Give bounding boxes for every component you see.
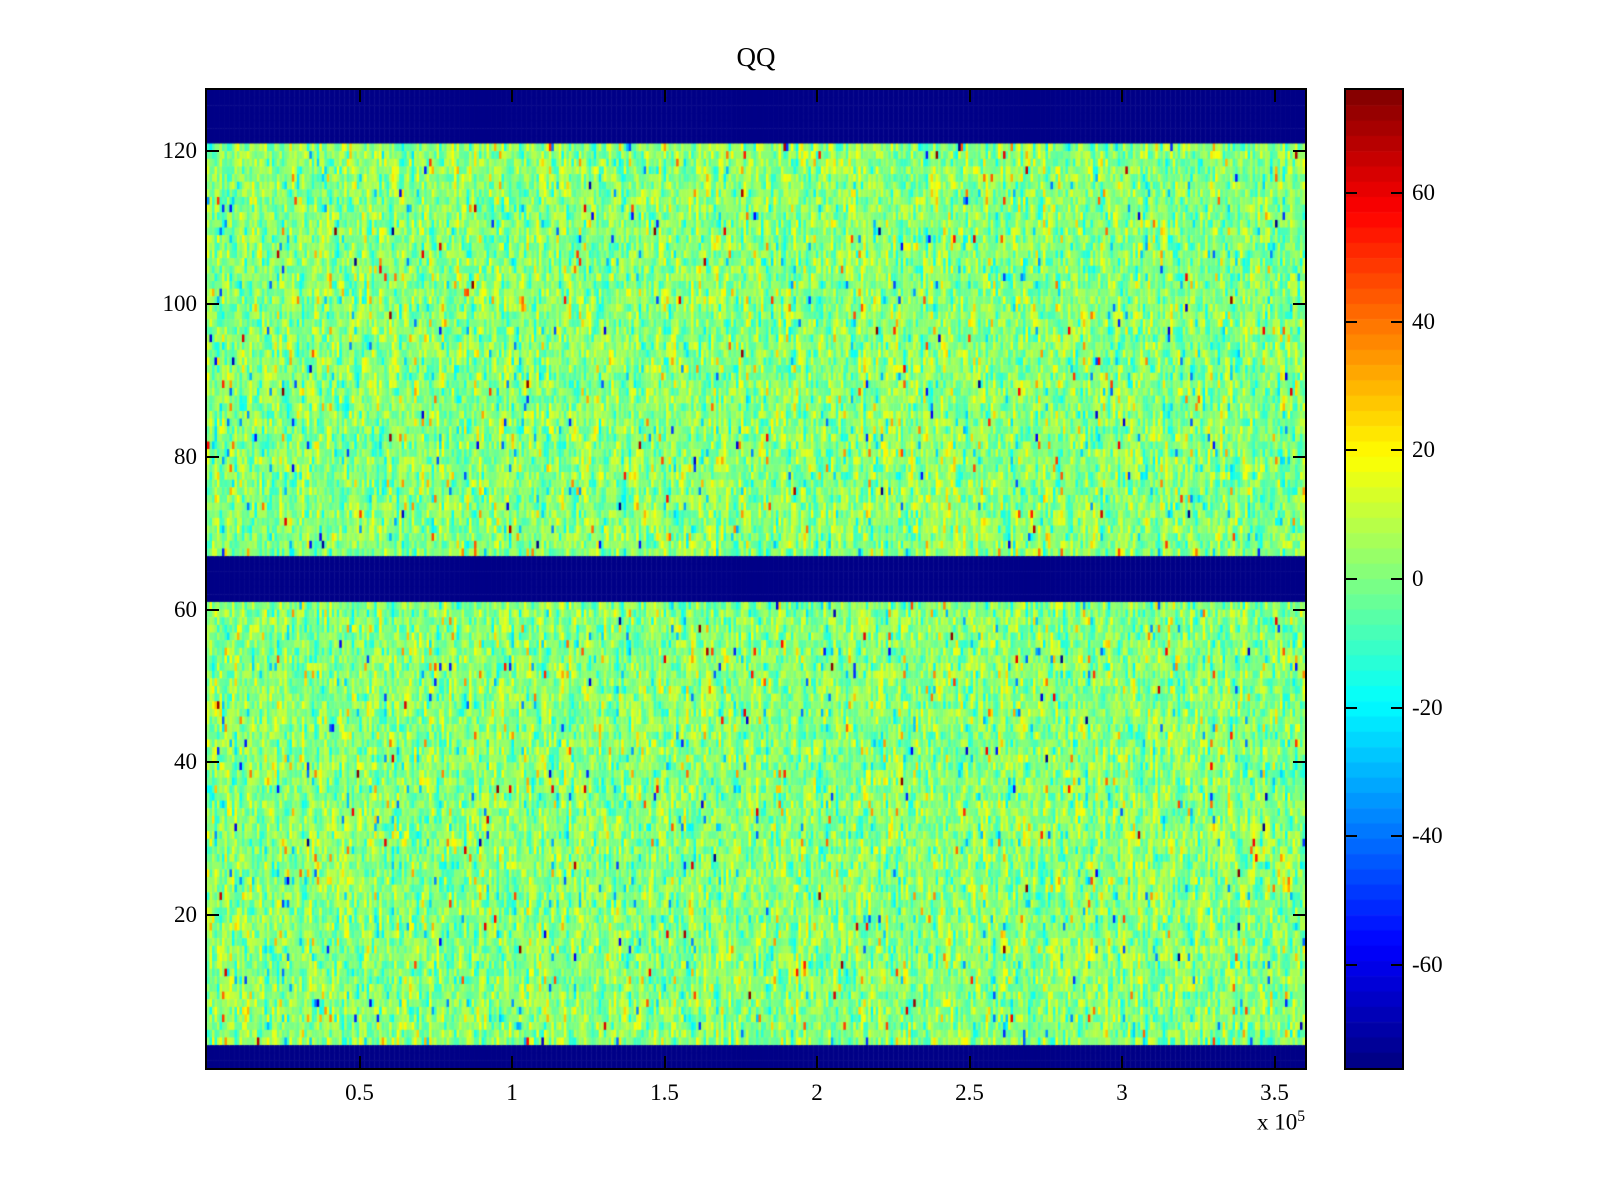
y-tick bbox=[207, 914, 219, 917]
colorbar-tick-mirror bbox=[1391, 191, 1402, 194]
y-tick-label: 40 bbox=[174, 749, 197, 775]
x-tick bbox=[358, 1056, 361, 1068]
y-tick bbox=[207, 608, 219, 611]
x-tick bbox=[663, 1056, 666, 1068]
x-tick-label: 1.5 bbox=[650, 1080, 679, 1105]
y-tick bbox=[207, 302, 219, 305]
colorbar-tick-label: 40 bbox=[1412, 308, 1435, 334]
exponent-value: 5 bbox=[1297, 1108, 1305, 1125]
y-tick-label: 80 bbox=[174, 443, 197, 469]
colorbar-tick bbox=[1346, 706, 1357, 709]
colorbar-tick bbox=[1346, 449, 1357, 452]
x-tick bbox=[1121, 1056, 1123, 1068]
x-tick-mirror bbox=[816, 90, 818, 102]
y-tick-mirror bbox=[1293, 761, 1305, 764]
y-tick-mirror bbox=[1293, 150, 1305, 153]
x-tick-mirror bbox=[358, 90, 361, 102]
plot-title: QQ bbox=[736, 42, 776, 72]
y-tick bbox=[207, 455, 219, 458]
colorbar-tick-label: -20 bbox=[1412, 694, 1443, 720]
x-tick-mirror bbox=[511, 90, 513, 102]
colorbar-tick bbox=[1346, 578, 1357, 580]
x-tick bbox=[968, 1056, 971, 1068]
x-tick-label: 0.5 bbox=[345, 1080, 374, 1105]
x-axis-exponent-label: x 105 bbox=[207, 1108, 1305, 1136]
colorbar-tick bbox=[1346, 191, 1357, 194]
y-tick-mirror bbox=[1293, 608, 1305, 611]
x-tick bbox=[1273, 1056, 1276, 1068]
y-tick bbox=[207, 150, 219, 153]
colorbar-tick-mirror bbox=[1391, 835, 1402, 838]
x-tick-label: 2 bbox=[811, 1080, 823, 1105]
colorbar-tick-label: -40 bbox=[1412, 823, 1443, 849]
x-tick-label: 3.5 bbox=[1260, 1080, 1289, 1105]
colorbar-tick-mirror bbox=[1391, 449, 1402, 452]
colorbar-tick-mirror bbox=[1391, 706, 1402, 709]
x-tick-mirror bbox=[1273, 90, 1276, 102]
y-tick-label: 60 bbox=[174, 596, 197, 622]
colorbar-tick bbox=[1346, 320, 1357, 323]
colorbar-tick-label: -60 bbox=[1412, 952, 1443, 978]
x-tick-mirror bbox=[663, 90, 666, 102]
colorbar-tick-mirror bbox=[1391, 320, 1402, 323]
colorbar-tick bbox=[1346, 964, 1357, 967]
y-tick-label: 20 bbox=[174, 902, 197, 928]
x-tick-mirror bbox=[968, 90, 971, 102]
colorbar-tick-mirror bbox=[1391, 964, 1402, 967]
x-tick-mirror bbox=[1121, 90, 1123, 102]
exponent-prefix: x 10 bbox=[1256, 1109, 1298, 1135]
y-tick-mirror bbox=[1293, 455, 1305, 458]
x-tick-label: 1 bbox=[506, 1080, 518, 1105]
y-tick-label: 120 bbox=[162, 138, 198, 164]
colorbar-tick bbox=[1346, 835, 1357, 838]
x-tick-label: 3 bbox=[1116, 1080, 1128, 1105]
colorbar-tick-label: 20 bbox=[1412, 437, 1435, 463]
colorbar-tick-label: 60 bbox=[1412, 179, 1435, 205]
colorbar-tick-label: 0 bbox=[1412, 566, 1424, 591]
x-tick bbox=[816, 1056, 818, 1068]
colorbar-tick-mirror bbox=[1391, 578, 1402, 580]
heatmap-canvas bbox=[207, 90, 1305, 1068]
y-tick-label: 100 bbox=[162, 290, 198, 316]
y-tick-mirror bbox=[1293, 302, 1305, 305]
x-tick-label: 2.5 bbox=[955, 1080, 984, 1105]
y-tick bbox=[207, 761, 219, 764]
y-tick-mirror bbox=[1293, 914, 1305, 917]
x-tick bbox=[511, 1056, 513, 1068]
